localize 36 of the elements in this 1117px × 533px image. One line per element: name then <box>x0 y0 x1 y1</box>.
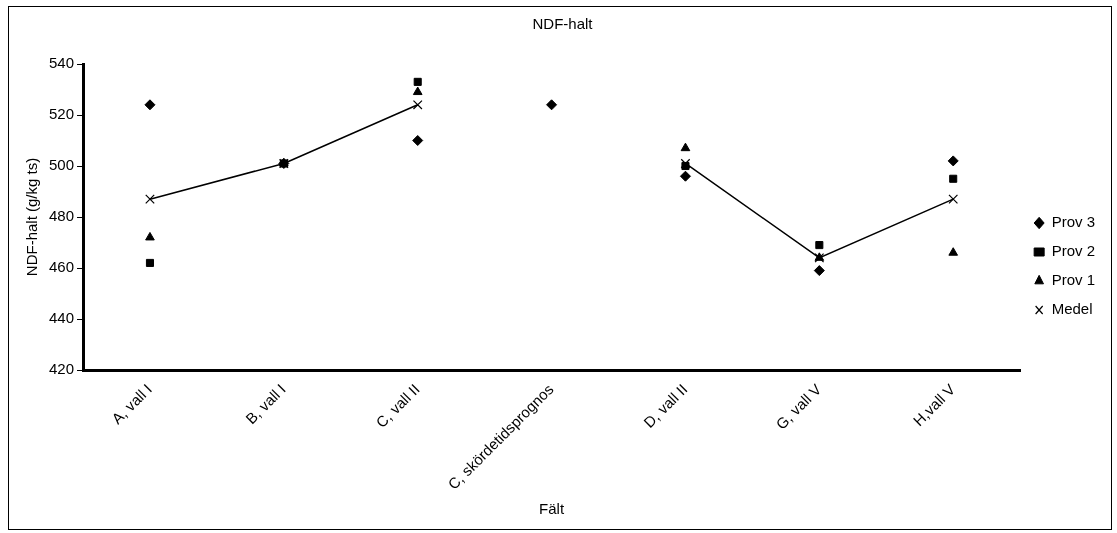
point <box>948 194 959 205</box>
x-tick-label: D, vall II <box>640 380 691 431</box>
y-tick-label: 480 <box>49 207 75 225</box>
point <box>412 135 424 147</box>
point <box>949 174 958 183</box>
point <box>947 155 959 167</box>
y-axis-title: NDF-halt (g/kg ts) <box>23 157 41 277</box>
x-tick-label: A, vall I <box>108 380 156 428</box>
point <box>144 99 156 111</box>
y-tick-label: 420 <box>49 360 75 378</box>
point <box>412 86 423 96</box>
point <box>680 142 691 152</box>
x-tick-label: G, vall V <box>772 380 825 433</box>
point <box>145 194 155 205</box>
y-tick-label: 460 <box>49 258 75 276</box>
point <box>145 258 154 267</box>
x-tick-label: C, vall II <box>372 380 423 431</box>
y-tick-label: 500 <box>49 156 75 174</box>
chart-title: NDF-halt <box>532 15 594 33</box>
y-tick-label: 520 <box>49 105 75 123</box>
point <box>546 99 558 111</box>
legend-label: Prov 3 <box>1051 213 1096 231</box>
point <box>815 241 824 250</box>
x-tick-label: B, vall I <box>242 380 289 428</box>
y-tick-label: 440 <box>49 309 75 327</box>
point <box>948 247 959 256</box>
legend-label: Prov 1 <box>1051 271 1096 289</box>
legend-label: Prov 2 <box>1051 242 1096 260</box>
point <box>813 265 825 277</box>
point <box>145 231 155 241</box>
y-tick-label: 540 <box>49 54 75 72</box>
x-axis-title: Fält <box>539 500 565 518</box>
point <box>412 99 423 110</box>
legend-label: Medel <box>1051 300 1093 318</box>
point <box>413 77 422 86</box>
point <box>679 170 691 182</box>
